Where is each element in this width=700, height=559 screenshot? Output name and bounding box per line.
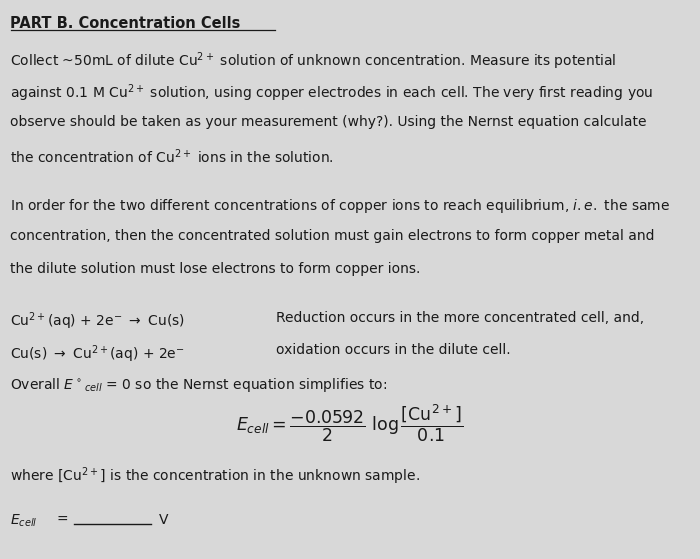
Text: concentration, then the concentrated solution must gain electrons to form copper: concentration, then the concentrated sol… xyxy=(10,229,655,243)
Text: observe should be taken as your measurement (why?). Using the Nernst equation ca: observe should be taken as your measurem… xyxy=(10,115,647,129)
Text: PART B. Concentration Cells: PART B. Concentration Cells xyxy=(10,16,241,31)
Text: $E_{cell} = \dfrac{-0.0592}{2}\ \mathrm{log}\,\dfrac{[\mathrm{Cu}^{2+}]}{0.1}$: $E_{cell} = \dfrac{-0.0592}{2}\ \mathrm{… xyxy=(237,402,463,444)
Text: where [Cu$^{2+}$] is the concentration in the unknown sample.: where [Cu$^{2+}$] is the concentration i… xyxy=(10,465,421,487)
Text: the concentration of Cu$^{2+}$ ions in the solution.: the concentration of Cu$^{2+}$ ions in t… xyxy=(10,148,335,166)
Text: Cu(s) $\rightarrow$ Cu$^{2+}$(aq) + 2e$^{-}$: Cu(s) $\rightarrow$ Cu$^{2+}$(aq) + 2e$^… xyxy=(10,343,186,365)
Text: In order for the two different concentrations of copper ions to reach equilibriu: In order for the two different concentra… xyxy=(10,197,671,215)
Text: =: = xyxy=(56,513,68,527)
Text: Collect ~50mL of dilute Cu$^{2+}$ solution of unknown concentration. Measure its: Collect ~50mL of dilute Cu$^{2+}$ soluti… xyxy=(10,50,617,72)
Text: against 0.1 M Cu$^{2+}$ solution, using copper electrodes in each cell. The very: against 0.1 M Cu$^{2+}$ solution, using … xyxy=(10,83,654,105)
Text: $E_{cell}$: $E_{cell}$ xyxy=(10,513,38,529)
Text: Cu$^{2+}$(aq) + 2e$^{-}$ $\rightarrow$ Cu(s): Cu$^{2+}$(aq) + 2e$^{-}$ $\rightarrow$ C… xyxy=(10,311,186,333)
Text: Reduction occurs in the more concentrated cell, and,: Reduction occurs in the more concentrate… xyxy=(276,311,645,325)
Text: oxidation occurs in the dilute cell.: oxidation occurs in the dilute cell. xyxy=(276,343,511,357)
Text: the dilute solution must lose electrons to form copper ions.: the dilute solution must lose electrons … xyxy=(10,262,421,276)
Text: V: V xyxy=(159,513,169,527)
Text: Overall $E^\circ$$_{cell}$ = 0 so the Nernst equation simplifies to:: Overall $E^\circ$$_{cell}$ = 0 so the Ne… xyxy=(10,376,388,394)
